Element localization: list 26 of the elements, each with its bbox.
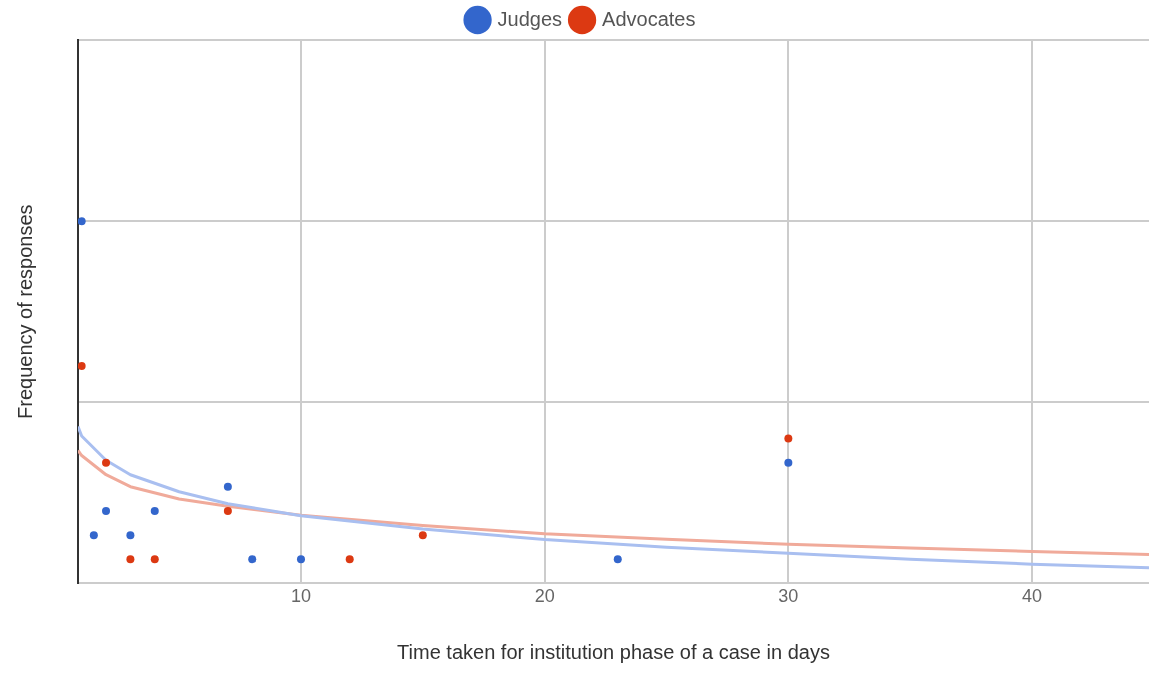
point: [613, 555, 622, 564]
point: [102, 458, 111, 467]
x-tick-label: 40: [1022, 586, 1043, 607]
point: [248, 555, 257, 564]
point: [126, 531, 135, 540]
x-tick-label: 30: [778, 586, 799, 607]
legend-label: Advocates: [602, 7, 696, 30]
x-tick-label: 20: [534, 586, 555, 607]
point: [89, 531, 98, 540]
point: [784, 458, 793, 467]
legend-label: Judges: [497, 7, 563, 30]
point: [126, 555, 135, 564]
point: [150, 555, 159, 564]
point: [102, 506, 111, 515]
x-axis-title: Time taken for institution phase of a case in days: [397, 640, 830, 663]
point: [78, 217, 86, 226]
point: [345, 555, 354, 564]
y-axis-title: Frequency of responses: [13, 204, 36, 419]
x-tick-label: 10: [290, 586, 311, 607]
point: [784, 434, 793, 443]
point: [418, 531, 427, 540]
point: [296, 555, 305, 564]
point: [223, 482, 232, 491]
point: [78, 362, 86, 371]
point: [223, 506, 232, 515]
point: [150, 506, 159, 515]
